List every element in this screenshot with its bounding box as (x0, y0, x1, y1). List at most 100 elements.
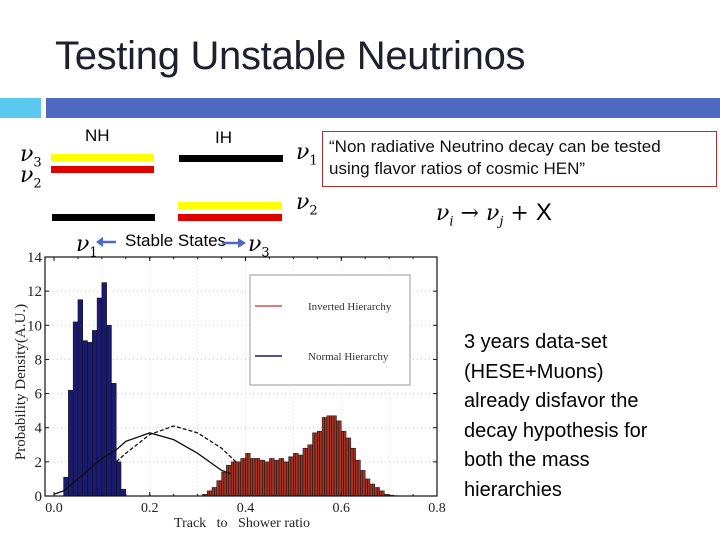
histogram-bar (101, 282, 107, 497)
histogram-bar (302, 447, 306, 497)
histogram-bar (309, 444, 313, 497)
y-tick-label: 6 (35, 387, 43, 403)
histogram-bar (266, 461, 270, 497)
histogram-bar (216, 480, 220, 497)
histogram-bar (297, 454, 301, 497)
histogram-bar (242, 458, 246, 497)
histogram-bar (259, 459, 263, 497)
histogram-bar (235, 461, 239, 497)
histogram-bar (250, 458, 253, 497)
y-tick-label: 0 (35, 489, 43, 505)
histogram-bar (336, 420, 340, 497)
histogram-bar (257, 458, 261, 497)
histogram-bar (262, 459, 265, 497)
histogram-bar (329, 415, 332, 497)
histogram-bar (341, 430, 344, 497)
chart-axes: 0 2 4 6 8 10 12 14 0.0 0.2 0.4 0.6 0.8 (27, 250, 446, 516)
histogram-bar (285, 461, 289, 497)
histogram-bar (87, 342, 93, 497)
histogram-bar (374, 487, 378, 497)
title-accent-bar-light (0, 98, 41, 118)
histogram-bar (106, 325, 112, 497)
histogram-bar (245, 453, 249, 497)
arrow-left-icon (96, 237, 116, 247)
histogram-bar (307, 444, 311, 497)
histogram-bar (221, 471, 225, 497)
histogram-bar (321, 417, 325, 497)
conclusion-line: hierarchies (464, 478, 562, 501)
histogram-bar (271, 458, 275, 497)
histogram-bar (77, 299, 83, 497)
nh-label: NH (85, 126, 110, 145)
nu2-ih-label: ν2 (296, 190, 318, 219)
quote-line-1: “Non radiative Neutrino decay can be tes… (329, 137, 661, 156)
histogram-bar (360, 470, 364, 497)
histogram-bar (247, 453, 251, 497)
nu3-stable-label: ν3 (248, 232, 270, 261)
legend-label: Inverted Hierarchy (308, 301, 392, 313)
histogram-bar (317, 430, 320, 497)
histogram-bar (331, 415, 335, 497)
histogram-bar (218, 480, 222, 497)
flavor-ratio-histogram: 0 2 4 6 8 10 12 14 0.0 0.2 0.4 0.6 0.8 Inverted Hier… (13, 250, 446, 531)
histogram-bar (312, 432, 316, 497)
histogram-bar (92, 330, 98, 497)
y-tick-label: 4 (35, 421, 43, 437)
nu1-ih-label: ν1 (296, 140, 318, 169)
nu3-nh-label: ν3 (20, 142, 42, 171)
title-accent-bar-dark (46, 98, 720, 118)
nh-level-nu3 (51, 154, 154, 161)
x-tick-label: 0.4 (237, 501, 255, 516)
histogram-bar (345, 437, 349, 497)
histogram-bar (228, 465, 232, 497)
histogram-bar (206, 490, 210, 497)
x-tick-label: 0.6 (333, 501, 351, 516)
histogram-bar (348, 437, 352, 497)
histogram-bar (264, 461, 268, 497)
chart-bars (63, 282, 399, 497)
ih-level-nu3 (178, 214, 282, 221)
histogram-bar (338, 420, 342, 497)
histogram-bar (214, 487, 218, 497)
y-tick-label: 14 (27, 250, 43, 266)
ih-level-nu1 (179, 155, 283, 162)
quote-box: “Non radiative Neutrino decay can be tes… (322, 131, 717, 187)
y-tick-label: 12 (27, 284, 42, 300)
histogram-bar (276, 459, 280, 497)
arrow-right-icon (222, 238, 246, 248)
histogram-bar (352, 447, 356, 497)
histogram-bar (233, 461, 237, 497)
stable-states-label: Stable States (125, 231, 227, 250)
histogram-bar (96, 297, 103, 497)
histogram-bar (333, 415, 337, 497)
histogram-bar (288, 456, 292, 497)
nh-level-nu2 (51, 166, 154, 173)
slide-title: Testing Unstable Neutrinos (55, 34, 526, 78)
y-axis-label: Probability Density(A.U.) (13, 304, 29, 460)
histogram-bar (238, 461, 241, 497)
histogram-bar (209, 490, 213, 497)
histogram-bar (223, 471, 227, 497)
conclusion-line: 3 years data-set (464, 331, 608, 353)
histogram-bar (72, 321, 79, 497)
histogram-bar (326, 415, 330, 497)
histogram-bar (281, 458, 285, 497)
histogram-bar (367, 478, 371, 497)
conclusion-line: decay hypothesis for (464, 419, 648, 442)
y-tick-label: 2 (35, 455, 43, 471)
histogram-bar (252, 458, 256, 497)
solid-curve (53, 432, 232, 495)
chart-curves (53, 425, 237, 495)
histogram-bar (343, 430, 347, 497)
histogram-bar (115, 461, 122, 497)
histogram-bar (226, 465, 229, 497)
conclusion-line: (HESE+Muons) (464, 360, 604, 383)
histogram-bar (300, 454, 304, 497)
nh-level-nu1 (52, 214, 155, 221)
histogram-bar (362, 470, 366, 497)
histogram-bar (379, 490, 383, 497)
histogram-bar (324, 417, 328, 497)
nu1-stable-label: ν1 (76, 232, 98, 261)
quote-line-2: using flavor ratios of cosmic HEN” (329, 159, 586, 178)
decay-equation: νi → νj + X (436, 199, 552, 230)
